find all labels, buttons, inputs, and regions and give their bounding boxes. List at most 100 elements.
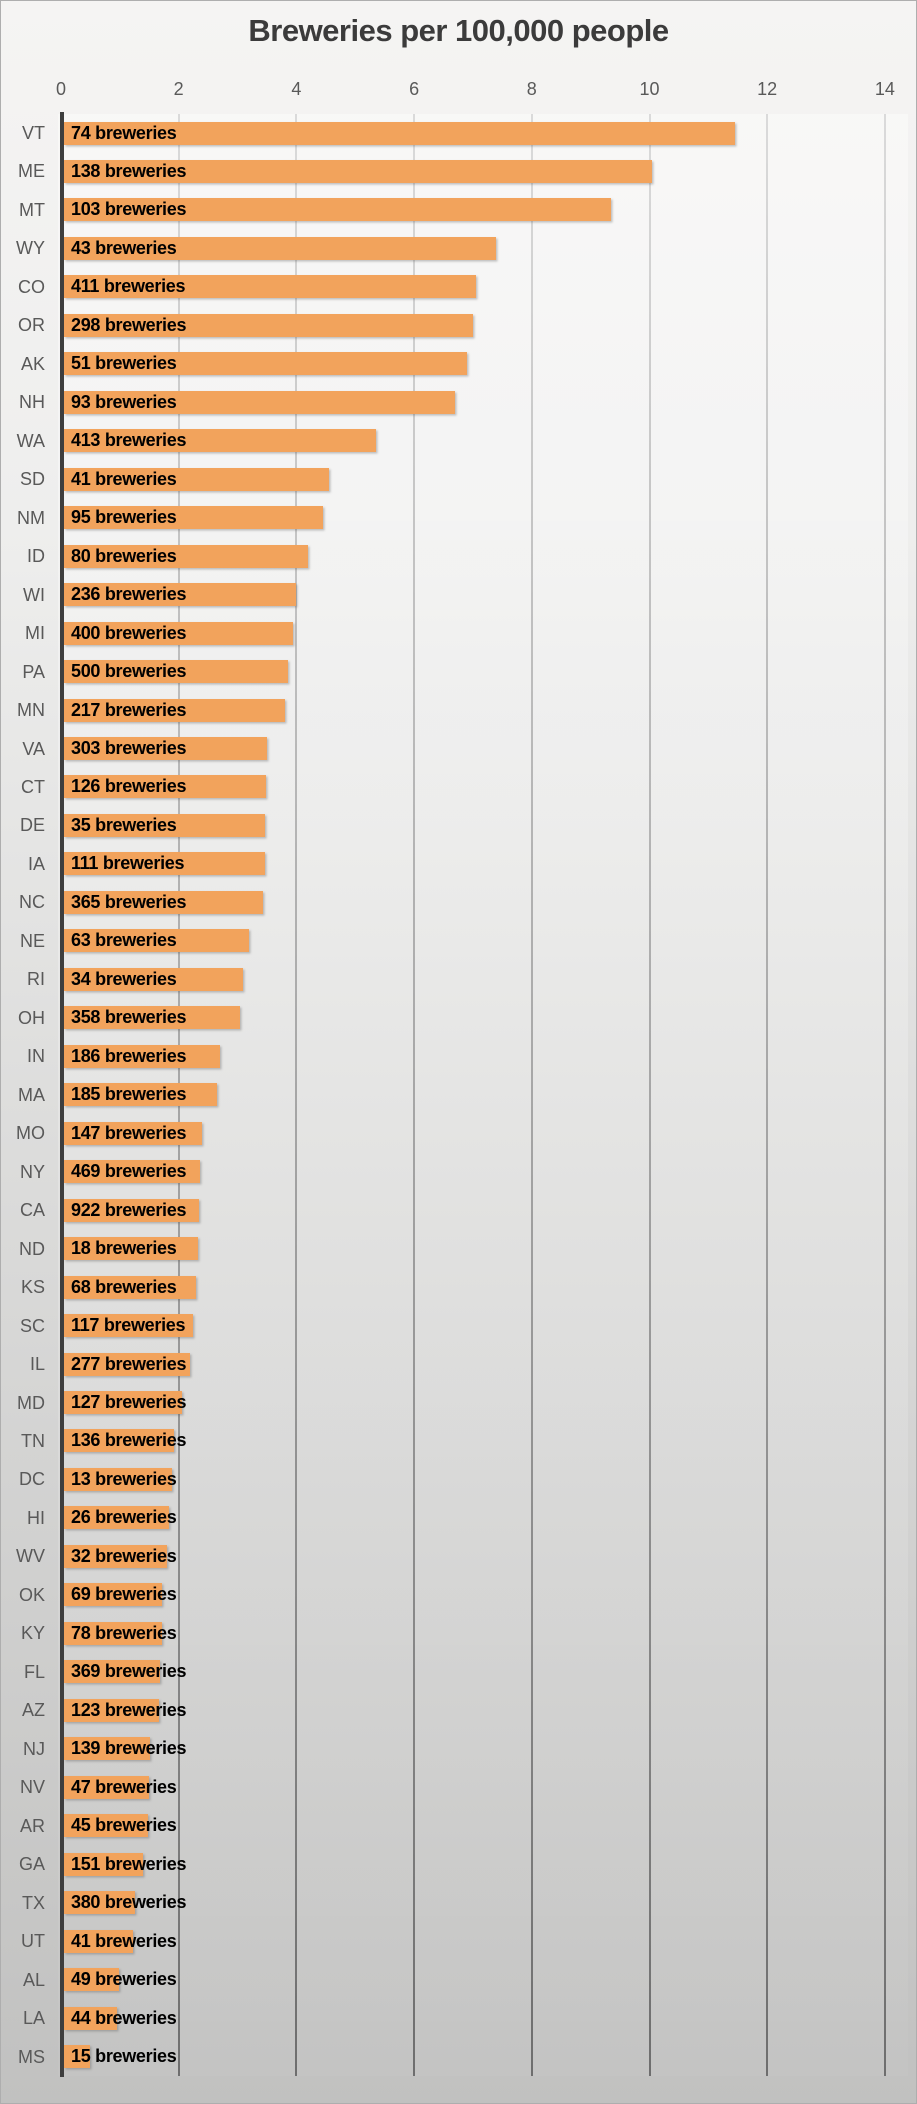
state-label: WV xyxy=(16,1546,45,1567)
state-label: DE xyxy=(19,815,45,836)
x-axis-tick-label: 4 xyxy=(291,79,302,99)
state-label: OH xyxy=(18,1007,45,1028)
bar xyxy=(64,1968,119,1992)
bar-label: 80 breweries xyxy=(71,545,177,566)
bar xyxy=(64,775,267,799)
bar-label: 413 breweries xyxy=(71,430,187,451)
bar-row-or: OR 298 breweries xyxy=(1,306,916,344)
bar-label: 49 breweries xyxy=(71,1969,177,1990)
bar xyxy=(64,1929,134,1953)
bar-label: 400 breweries xyxy=(71,622,187,643)
gridline xyxy=(766,114,769,2076)
bar xyxy=(64,544,309,568)
state-label: IN xyxy=(27,1046,45,1067)
state-label: AL xyxy=(22,1969,45,1990)
x-axis-tick-label: 8 xyxy=(526,79,537,99)
state-label: NH xyxy=(19,392,45,413)
bar-label: 380 breweries xyxy=(71,1892,187,1913)
state-label: IA xyxy=(27,853,45,874)
state-label: MO xyxy=(16,1123,45,1144)
state-label: OR xyxy=(18,315,45,336)
bar-row-dc: DC 13 breweries xyxy=(1,1460,916,1498)
bar-row-ga: GA 151 breweries xyxy=(1,1845,916,1883)
bar-label: 32 breweries xyxy=(71,1545,177,1566)
state-label: MI xyxy=(25,623,45,644)
gridline xyxy=(295,114,298,2076)
bar-label: 13 breweries xyxy=(71,1468,177,1489)
state-label: IL xyxy=(29,1354,45,1375)
bar-row-al: AL 49 breweries xyxy=(1,1961,916,1999)
bar-row-oh: OH 358 breweries xyxy=(1,999,916,1037)
bar xyxy=(64,2045,91,2068)
bar-label: 93 breweries xyxy=(71,391,177,412)
bar xyxy=(64,1506,170,1530)
state-label: AZ xyxy=(21,1700,45,1721)
bar-row-wa: WA 413 breweries xyxy=(1,422,916,460)
bar-label: 69 breweries xyxy=(71,1584,177,1605)
bar xyxy=(64,121,735,145)
bar-label: 147 breweries xyxy=(71,1122,187,1143)
bar xyxy=(64,1160,200,1184)
bar xyxy=(64,583,297,607)
bar xyxy=(64,890,264,914)
state-label: FL xyxy=(23,1661,45,1682)
bar-label: 469 breweries xyxy=(71,1161,187,1182)
bar-label: 236 breweries xyxy=(71,584,187,605)
bar xyxy=(64,506,323,530)
bar-label: 117 breweries xyxy=(71,1315,186,1336)
gridline xyxy=(530,114,533,2076)
bar-label: 136 breweries xyxy=(71,1430,187,1451)
state-label: MT xyxy=(19,199,45,220)
bar xyxy=(64,198,612,222)
bar-label: 217 breweries xyxy=(71,699,187,720)
bar-label: 127 breweries xyxy=(71,1392,187,1412)
bar-row-ri: RI 34 breweries xyxy=(1,960,916,998)
bar-label: 41 breweries xyxy=(71,1930,177,1951)
bar-row-vt: VT 74 breweries xyxy=(1,114,916,152)
bar-row-ny: NY 469 breweries xyxy=(1,1153,916,1191)
state-label: GA xyxy=(18,1854,45,1875)
bar-row-tx: TX 380 breweries xyxy=(1,1884,916,1922)
bar-label: 103 breweries xyxy=(71,199,187,220)
bar xyxy=(64,1121,203,1145)
bar-label: 43 breweries xyxy=(71,237,177,258)
bar-label: 111 breweries xyxy=(71,853,185,874)
state-label: CT xyxy=(21,776,45,797)
bar-label: 139 breweries xyxy=(71,1738,187,1759)
bar xyxy=(64,1698,160,1722)
x-axis-tick-label: 2 xyxy=(173,79,184,99)
state-label: LA xyxy=(22,2008,45,2029)
bar-row-ms: MS 15 breweries xyxy=(1,2038,916,2076)
state-label: ID xyxy=(27,546,45,567)
bar-label: 365 breweries xyxy=(71,891,187,912)
bar xyxy=(64,1814,149,1838)
bar xyxy=(64,1852,144,1876)
bar xyxy=(64,698,285,722)
bar-row-tn: TN 136 breweries xyxy=(1,1422,916,1460)
bar xyxy=(64,390,456,414)
bar xyxy=(64,1006,241,1030)
bar-label: 47 breweries xyxy=(71,1776,177,1797)
bar-row-az: AZ 123 breweries xyxy=(1,1691,916,1729)
state-label: MS xyxy=(18,2046,45,2067)
bar xyxy=(64,929,250,953)
bar xyxy=(64,275,476,299)
bar-label: 303 breweries xyxy=(71,738,187,759)
x-axis-tick-label: 12 xyxy=(757,79,778,99)
bar-row-mt: MT 103 breweries xyxy=(1,191,916,229)
state-label: KS xyxy=(20,1277,45,1298)
state-label: ME xyxy=(18,161,45,182)
bar-label: 78 breweries xyxy=(71,1622,177,1643)
bar-label: 358 breweries xyxy=(71,1007,187,1028)
bar-label: 138 breweries xyxy=(71,160,187,181)
bar-row-pa: PA 500 breweries xyxy=(1,653,916,691)
bar xyxy=(64,1544,167,1568)
state-label: WA xyxy=(16,430,45,451)
bar-row-nh: NH 93 breweries xyxy=(1,383,916,421)
bar-label: 185 breweries xyxy=(71,1084,187,1105)
x-axis-tick-label: 6 xyxy=(409,79,420,99)
bar xyxy=(64,467,329,491)
bar xyxy=(64,1621,162,1645)
bar-row-in: IN 186 breweries xyxy=(1,1037,916,1075)
